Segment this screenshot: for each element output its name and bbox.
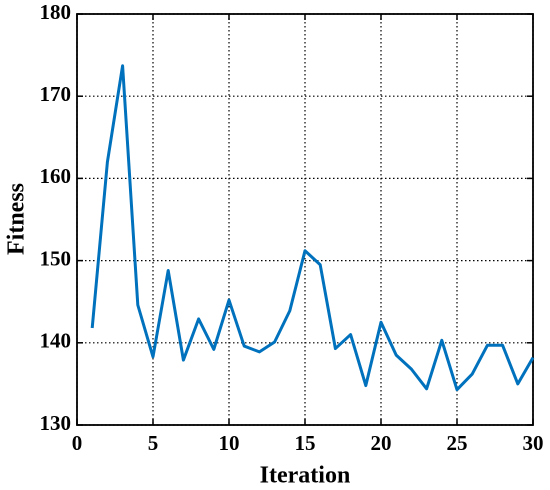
data-line <box>90 64 535 392</box>
x-axis-label: Iteration <box>260 463 351 489</box>
y-tick-label: 150 <box>40 246 72 270</box>
y-tick-label: 160 <box>40 164 72 188</box>
y-axis-label: Fitness <box>4 183 30 255</box>
x-tick-label: 30 <box>523 431 544 455</box>
plot-frame <box>76 13 534 426</box>
x-tick-label: 5 <box>148 431 159 455</box>
x-tick-label: 25 <box>447 431 468 455</box>
x-tick-label: 15 <box>295 431 316 455</box>
y-tick-label: 180 <box>40 0 72 24</box>
y-tick-label: 140 <box>40 329 72 353</box>
y-tick-label: 130 <box>40 411 72 435</box>
x-tick-label: 10 <box>219 431 240 455</box>
y-tick-label: 170 <box>40 82 72 106</box>
x-tick-label: 0 <box>72 431 83 455</box>
x-tick-label: 20 <box>371 431 392 455</box>
